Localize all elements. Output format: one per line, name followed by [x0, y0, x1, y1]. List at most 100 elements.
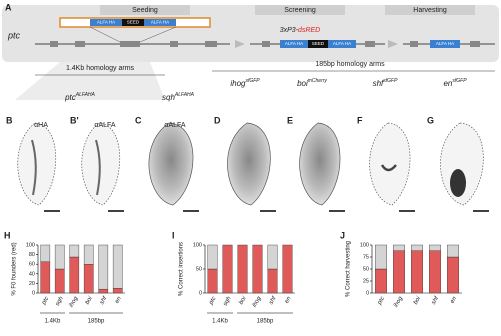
- x-tick-label: ihog: [68, 295, 79, 308]
- x-tick-label: ptc: [41, 296, 51, 307]
- y-tick-label: 50: [196, 266, 202, 272]
- y-tick-label: 80: [29, 252, 35, 258]
- wing-disc: [369, 122, 411, 206]
- construct: ALFA HA: [285, 41, 303, 46]
- wing-disc: [17, 122, 56, 206]
- construct: ALFA HA: [333, 41, 351, 46]
- bar-segment: [69, 256, 80, 294]
- construct: ALFA HA: [97, 20, 115, 25]
- bar-segment: [375, 244, 387, 270]
- y-label: % F0 founders (red): [12, 242, 18, 295]
- y-tick-label: 20: [29, 281, 35, 287]
- x-tick-label: boi: [85, 295, 95, 306]
- bar-segment: [411, 244, 423, 251]
- bar-segment: [54, 244, 65, 270]
- stripe: [95, 139, 101, 196]
- stage-bg: [255, 5, 345, 15]
- funnel: [15, 62, 165, 100]
- bar-segment: [267, 268, 278, 294]
- bar-segment: [267, 244, 278, 270]
- gene: shf: [373, 79, 384, 88]
- group-label: 1.4Kb: [45, 319, 61, 325]
- bar-segment: [429, 244, 441, 251]
- arm-group: 1.4Kb homology arms: [66, 65, 135, 72]
- gene: en: [443, 79, 452, 88]
- bar-segment: [447, 244, 459, 258]
- x-tick-label: boi: [413, 295, 423, 306]
- x-tick-label: en: [450, 295, 459, 304]
- bar-segment: [83, 264, 94, 294]
- antibody: αALFA: [94, 122, 115, 129]
- bar-segment: [112, 244, 123, 289]
- wing-disc: [227, 122, 271, 206]
- y-tick-label: 100: [360, 242, 369, 248]
- seed: [122, 19, 144, 26]
- panel-letter: B': [70, 115, 79, 125]
- x-tick-label: ihog: [393, 295, 404, 308]
- antibody: αALFA: [164, 122, 185, 129]
- bar-segment: [98, 288, 109, 294]
- y-label: % Correct insertions: [179, 242, 185, 296]
- gene: ptc: [64, 93, 76, 102]
- genotype: ensfGFP: [443, 78, 467, 88]
- stripe: [380, 164, 397, 172]
- y-tick-label: 0: [32, 290, 35, 296]
- marker: 3xP3-dsRED: [280, 27, 320, 34]
- x-tick-label: shf: [268, 295, 278, 306]
- arm: [144, 19, 176, 26]
- allele: ALFAHA: [174, 92, 195, 98]
- panel-letter: D: [214, 115, 221, 125]
- bar-segment: [375, 268, 387, 294]
- bar-segment: [98, 244, 109, 290]
- marker-red: dsRED: [298, 27, 320, 34]
- gene: ihog: [230, 79, 246, 88]
- bar-segment: [222, 244, 233, 294]
- genotype: sqhALFAHA: [162, 92, 195, 102]
- allele: sfGFP: [383, 78, 398, 84]
- bar-segment: [40, 261, 51, 294]
- construct: ALFA HA: [436, 41, 454, 46]
- x-tick-label: ptc: [376, 296, 386, 307]
- stage: Seeding: [132, 7, 158, 14]
- bar-segment: [282, 244, 293, 294]
- bar-segment: [447, 256, 459, 294]
- bar-segment: [207, 244, 218, 270]
- panel-letter: E: [287, 115, 293, 125]
- wing-disc: [299, 122, 341, 206]
- stage: Screening: [284, 7, 316, 14]
- allele: mCherry: [308, 78, 328, 84]
- y-tick-label: 0: [366, 290, 369, 296]
- y-tick-label: 75: [363, 254, 369, 260]
- group-label: 185bp: [257, 319, 274, 325]
- y-tick-label: 60: [29, 262, 35, 268]
- allele: ALFAHA: [75, 92, 96, 98]
- gene: sqh: [162, 93, 175, 102]
- x-tick-label: ptc: [208, 296, 218, 307]
- wing-disc: [81, 122, 120, 206]
- y-tick-label: 100: [26, 242, 35, 248]
- panel-letter: I: [172, 230, 175, 240]
- panel-letter: H: [4, 230, 11, 240]
- stage-bg: [100, 5, 190, 15]
- arm: [90, 19, 122, 26]
- y-label: % Correct harvesting: [346, 241, 352, 297]
- panel-letter: B: [6, 115, 13, 125]
- x-tick-label: sqh: [55, 295, 65, 307]
- construct: ALFA HA: [151, 20, 169, 25]
- construct: SEED: [127, 20, 140, 25]
- bar-segment: [393, 250, 405, 294]
- bar-segment: [393, 244, 405, 251]
- x-tick-label: boi: [238, 295, 248, 306]
- panel-letter: J: [340, 230, 345, 240]
- y-tick-label: 50: [363, 266, 369, 272]
- x-tick-label: ihog: [252, 295, 263, 308]
- panel-letter: F: [357, 115, 363, 125]
- bar-segment: [411, 250, 423, 294]
- group-label: 1.4Kb: [212, 319, 228, 325]
- x-tick-label: sqh: [223, 295, 233, 307]
- bar-segment: [69, 244, 80, 258]
- bar-segment: [40, 244, 51, 262]
- group-label: 185bp: [88, 319, 105, 325]
- bar-segment: [112, 288, 123, 294]
